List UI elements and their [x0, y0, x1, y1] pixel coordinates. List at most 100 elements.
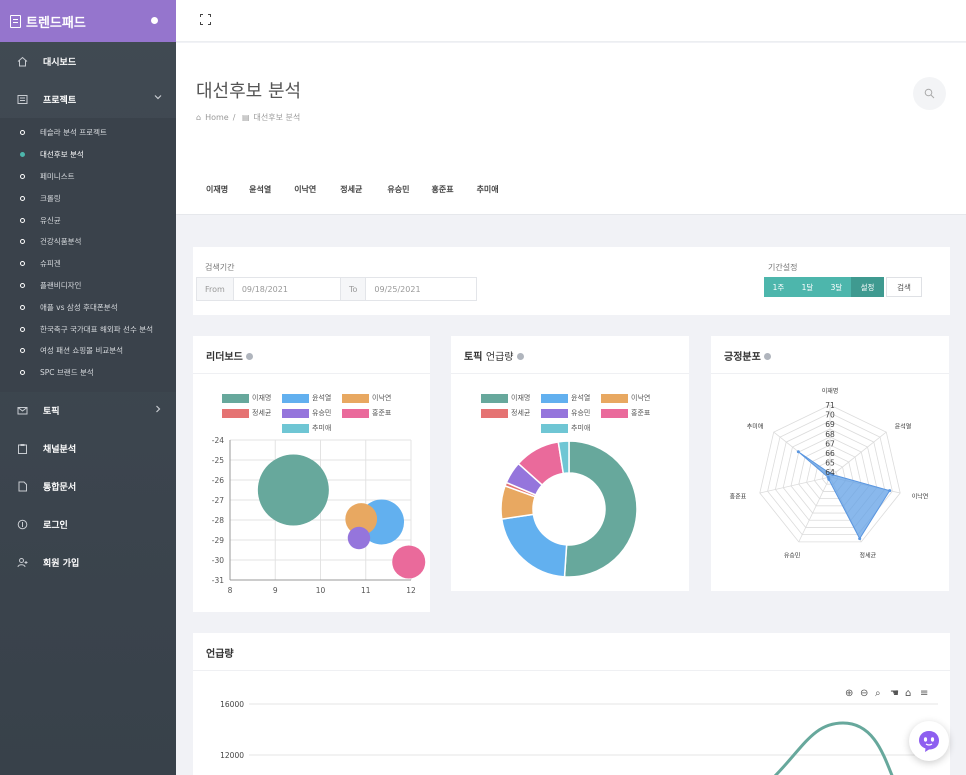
project-item[interactable]: 크롤링 [0, 187, 176, 209]
sidebar-item-3[interactable]: 로그인 [0, 506, 176, 544]
tab-candidate[interactable]: 추미애 [476, 185, 499, 194]
top-bar [176, 0, 966, 42]
project-item[interactable]: 유신균 [0, 209, 176, 231]
radar-label: 이재명 [822, 387, 839, 395]
legend-item[interactable]: 홍준표 [601, 408, 650, 418]
legend-item[interactable]: 이낙연 [601, 393, 650, 403]
radar-ring [767, 412, 893, 536]
legend-item[interactable]: 이재명 [222, 393, 271, 403]
sidebar-item-2[interactable]: 통합문서 [0, 468, 176, 506]
preset-1week-button[interactable]: 1주 [764, 277, 793, 297]
topic-mentions-card: 토픽 언급량 이재명 윤석열 이낙연 정세균 유승민 홍준표 추미애 [451, 336, 689, 591]
legend-item[interactable]: 유승민 [541, 408, 590, 418]
pan-hand-icon[interactable]: ☚ [890, 688, 899, 699]
radar-ring [790, 436, 870, 514]
legend-item[interactable]: 정세균 [222, 408, 271, 418]
search-button[interactable] [913, 77, 946, 110]
to-date-field[interactable]: To 09/25/2021 [340, 277, 477, 301]
tab-candidate[interactable]: 이낙연 [294, 185, 317, 194]
sidebar-item-label: 채널분석 [43, 445, 77, 456]
radar-label: 윤석열 [895, 422, 912, 430]
from-value: 09/18/2021 [241, 284, 288, 294]
project-item[interactable]: 건강식품분석 [0, 231, 176, 253]
legend-swatch [601, 408, 628, 418]
search-submit-button[interactable]: 검색 [886, 277, 922, 297]
project-item[interactable]: 슈피겐 [0, 253, 176, 275]
project-item[interactable]: 페미니스트 [0, 166, 176, 188]
project-item[interactable]: 테슬라 분석 프로젝트 [0, 122, 176, 144]
tab-candidate[interactable]: 윤석열 [249, 185, 272, 194]
sidebar-item-label: 회원 가입 [43, 559, 80, 570]
project-label: 슈피겐 [40, 259, 61, 269]
legend-item[interactable]: 추미애 [282, 423, 331, 433]
legend-item[interactable]: 정세균 [481, 408, 530, 418]
legend-swatch [282, 393, 309, 403]
bullet-icon [20, 282, 25, 288]
sidebar-item-1[interactable]: 채널분석 [0, 430, 176, 468]
radar-label: 홍준표 [730, 492, 747, 500]
zoom-in-icon[interactable]: ⊕ [845, 688, 853, 699]
legend-item[interactable]: 윤석열 [282, 393, 331, 403]
sidebar-item-0[interactable]: 토픽 [0, 392, 176, 430]
from-date-field[interactable]: From 09/18/2021 [196, 277, 342, 301]
bullet-icon [20, 239, 25, 245]
radar-spoke [759, 476, 831, 494]
project-item[interactable]: 플랜비디자인 [0, 275, 176, 297]
legend-swatch [342, 408, 369, 418]
home-icon[interactable]: ⌂ [905, 688, 911, 699]
project-item[interactable]: 여성 패션 쇼핑몰 비교분석 [0, 340, 176, 362]
topic-title-bold: 토픽 [464, 352, 483, 363]
radar-point [888, 489, 892, 493]
project-item[interactable]: 애플 vs 삼성 후대폰분석 [0, 296, 176, 318]
magnifier-icon[interactable]: ⌕ [875, 688, 881, 699]
legend-item[interactable]: 홍준표 [342, 408, 391, 418]
legend-item[interactable]: 유승민 [282, 408, 331, 418]
project-item[interactable]: 대선후보 분석 [0, 144, 176, 166]
legend-item[interactable]: 이재명 [481, 393, 530, 403]
tab-candidate[interactable]: 홍준표 [431, 185, 454, 194]
fullscreen-icon[interactable] [200, 14, 211, 25]
menu-icon[interactable]: ≡ [920, 688, 928, 699]
search-panel: 검색기간 From 09/18/2021 To 09/25/2021 기간설정 … [193, 247, 950, 315]
sidebar-item-4[interactable]: 회원 가입 [0, 544, 176, 582]
y-tick-label: -27 [212, 496, 224, 505]
info-icon[interactable] [245, 352, 253, 360]
radar-area [798, 451, 891, 540]
line-chart: 16000 12000 ⊕ ⊖ ⌕ ☚ ⌂ ≡ [220, 688, 938, 775]
sidebar-item-dashboard[interactable]: 대시보드 [0, 42, 176, 80]
tab-candidate[interactable]: 유승민 [387, 185, 410, 194]
x-tick-label: 8 [228, 586, 233, 595]
preset-1month-button[interactable]: 1달 [793, 277, 822, 297]
sidebar-toggle-dot[interactable] [151, 17, 158, 24]
legend-label: 유승민 [312, 409, 332, 417]
legend-item[interactable]: 윤석열 [541, 393, 590, 403]
x-tick-label: 11 [361, 586, 371, 595]
sidebar-item-project[interactable]: 프로젝트 [0, 80, 176, 118]
tab-candidate[interactable]: 이재명 [206, 185, 229, 194]
legend-swatch [342, 393, 369, 403]
info-icon[interactable] [763, 352, 771, 360]
breadcrumb-home[interactable]: Home [205, 113, 229, 122]
candidate-tabs: 이재명 윤석열 이낙연 정세균 유승민 홍준표 추미애 [196, 184, 499, 195]
project-label: 페미니스트 [40, 171, 75, 181]
radar-tick: 65 [825, 459, 835, 468]
brand-bar[interactable]: 트렌드패드 [0, 0, 176, 42]
slice-추미애 [557, 440, 570, 475]
tab-candidate[interactable]: 정세균 [340, 185, 363, 194]
bubble-이낙연 [345, 503, 378, 535]
info-icon[interactable] [516, 352, 524, 360]
radar-label: 유승민 [784, 551, 801, 559]
y-tick-label: -31 [212, 576, 224, 585]
preset-3month-button[interactable]: 3달 [822, 277, 851, 297]
project-item[interactable]: 한국축구 국가대표 해외파 선수 분석 [0, 318, 176, 340]
chat-button[interactable] [909, 721, 949, 761]
zoom-out-icon[interactable]: ⊖ [860, 688, 868, 699]
project-item[interactable]: SPC 브랜드 분석 [0, 362, 176, 384]
sidebar-item-label: 대시보드 [43, 57, 77, 68]
legend-item[interactable]: 이낙연 [342, 393, 391, 403]
set-button[interactable]: 설정 [851, 277, 884, 297]
legend-item[interactable]: 추미애 [541, 423, 590, 433]
legend-swatch [282, 408, 309, 418]
login-icon [17, 519, 28, 530]
bubble-이재명 [257, 454, 329, 526]
